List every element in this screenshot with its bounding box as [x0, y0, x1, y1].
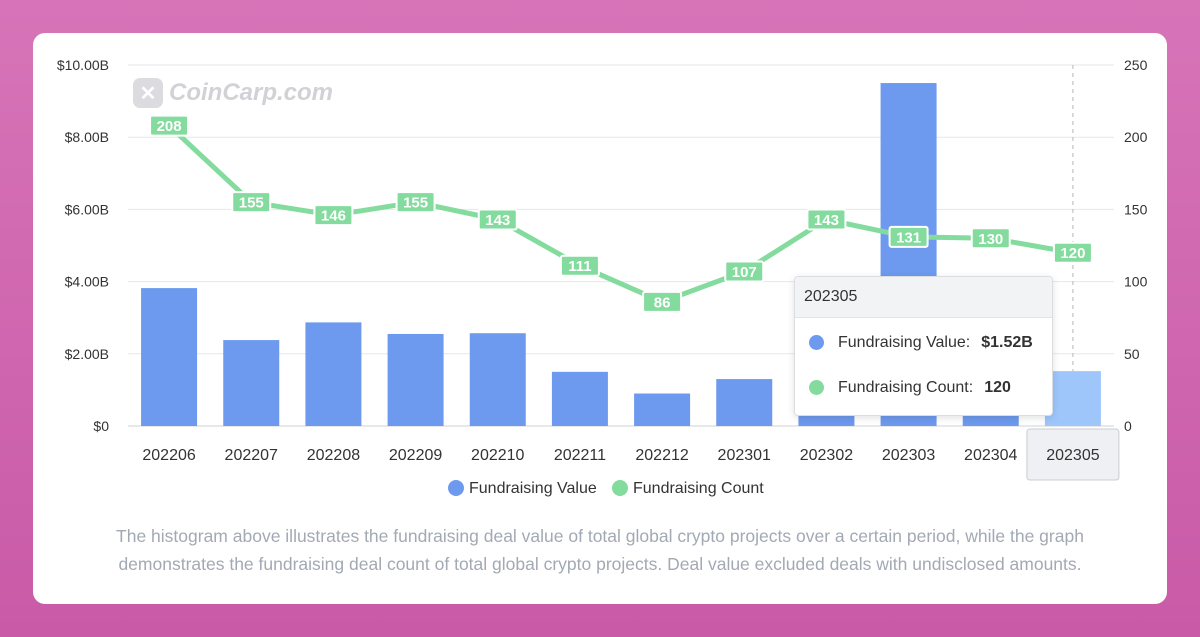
x-tick-label: 202210: [471, 447, 524, 464]
bar-fundraising-value: [469, 333, 526, 426]
tooltip-count-dot: [809, 380, 824, 395]
tooltip-count: 120: [984, 378, 1011, 396]
count-data-label: 155: [239, 195, 264, 212]
x-tick-label: 202302: [800, 447, 853, 464]
count-data-label-bg: [724, 260, 765, 283]
count-data-label-bg: [477, 208, 518, 231]
y-right-tick-label: 150: [1124, 201, 1148, 217]
bar-fundraising-value: [223, 340, 280, 426]
x-tick-label: 202209: [389, 447, 442, 464]
bar-fundraising-value: [141, 288, 198, 426]
bar-fundraising-value: [716, 379, 773, 426]
y-right-tick-label: 250: [1124, 57, 1148, 73]
legend-count-label: Fundraising Count: [633, 480, 764, 497]
count-data-label-bg: [642, 290, 683, 313]
x-tick-label: 202303: [882, 447, 935, 464]
count-data-label: 120: [1060, 245, 1085, 262]
count-data-label: 143: [814, 212, 839, 229]
count-data-label-bg: [559, 254, 600, 277]
y-right-tick-label: 0: [1124, 418, 1132, 434]
tooltip-value: $1.52B: [981, 333, 1033, 351]
y-left-tick-label: $0: [93, 418, 109, 434]
x-tick-label: 202206: [142, 447, 195, 464]
legend-value-dot: [448, 480, 464, 496]
bar-fundraising-value: [305, 322, 362, 426]
tooltip-count-row: Fundraising Count: 120: [795, 365, 1052, 410]
bar-fundraising-value: [387, 333, 444, 426]
watermark: ✕ CoinCarp.com: [133, 78, 333, 108]
tooltip-value-label: Fundraising Value:: [838, 333, 971, 351]
x-tick-label: 202212: [635, 447, 688, 464]
y-right-tick-label: 50: [1124, 346, 1140, 362]
count-data-label: 143: [485, 212, 510, 229]
x-tick-label: 202211: [554, 447, 606, 464]
bar-fundraising-value: [634, 393, 691, 426]
x-tick-label: 202208: [307, 447, 360, 464]
count-data-label: 86: [654, 294, 671, 311]
coincarp-logo-icon: ✕: [133, 78, 163, 108]
y-right-tick-label: 200: [1124, 129, 1148, 145]
x-tick-label: 202301: [718, 447, 771, 464]
count-data-label-bg: [395, 191, 436, 214]
y-left-tick-label: $6.00B: [65, 201, 109, 217]
x-tick-label: 202305: [1046, 447, 1099, 464]
count-data-label: 146: [321, 208, 346, 225]
count-data-label-bg: [970, 227, 1011, 250]
y-left-tick-label: $2.00B: [65, 346, 109, 362]
chart-caption: The histogram above illustrates the fund…: [116, 526, 1084, 574]
count-data-label: 107: [732, 264, 757, 281]
y-right-tick-label: 100: [1124, 274, 1148, 290]
watermark-text: CoinCarp.com: [169, 79, 334, 106]
count-data-label-bg: [888, 225, 929, 248]
y-left-tick-label: $8.00B: [65, 129, 109, 145]
count-data-label-bg: [231, 191, 272, 214]
legend-count-dot: [612, 480, 628, 496]
x-tick-highlight: [1026, 428, 1120, 481]
x-tick-label: 202304: [964, 447, 1017, 464]
count-data-label-bg: [1052, 241, 1093, 264]
bar-fundraising-value: [551, 371, 608, 426]
y-left-tick-label: $4.00B: [65, 274, 109, 290]
count-data-label: 130: [978, 231, 1003, 248]
count-data-label: 208: [157, 118, 182, 135]
count-data-label-bg: [313, 204, 354, 227]
tooltip-title: 202305: [795, 277, 1052, 318]
legend-value-label: Fundraising Value: [469, 480, 597, 497]
bar-fundraising-value: [1044, 371, 1101, 426]
chart-card: $0 $2.00B $4.00B $6.00B $8.00B $10.00B 0 50 100 1…: [33, 33, 1167, 604]
chart-tooltip: 202305 Fundraising Value: $1.52B Fundrai…: [794, 276, 1053, 416]
count-data-label: 155: [403, 195, 428, 212]
tooltip-value-dot: [809, 335, 824, 350]
count-data-label-bg: [149, 114, 190, 137]
count-data-label: 131: [896, 229, 921, 246]
x-tick-label: 202207: [225, 447, 278, 464]
tooltip-value-row: Fundraising Value: $1.52B: [795, 320, 1052, 365]
y-left-tick-label: $10.00B: [57, 57, 109, 73]
tooltip-count-label: Fundraising Count:: [838, 378, 974, 396]
count-data-label: 111: [568, 258, 591, 275]
count-data-label-bg: [806, 208, 847, 231]
